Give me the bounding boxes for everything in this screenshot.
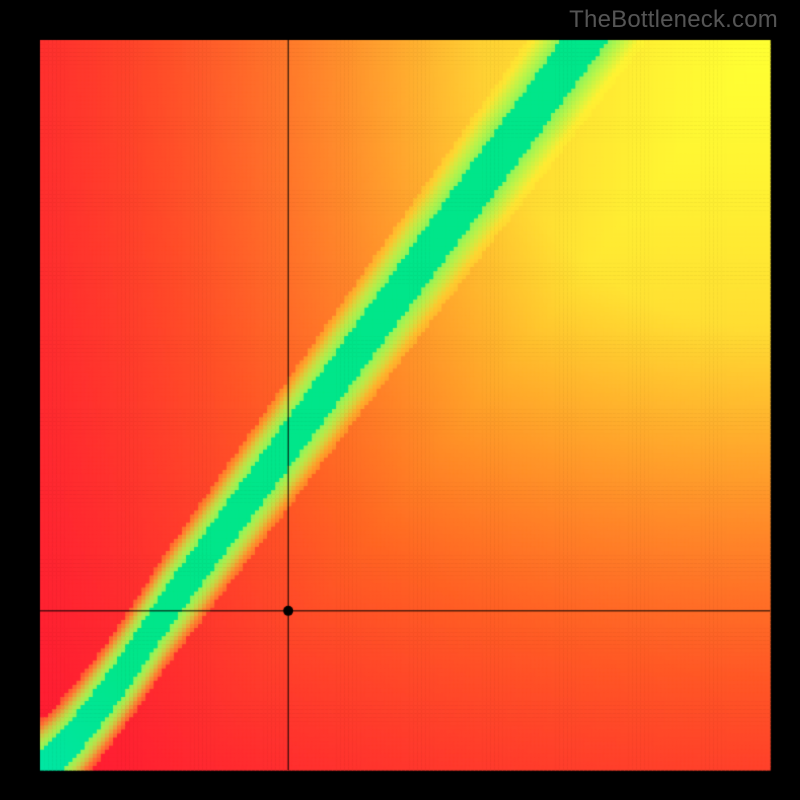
watermark-text: TheBottleneck.com: [569, 6, 778, 34]
chart-frame: TheBottleneck.com: [0, 0, 800, 800]
heatmap-canvas: [0, 0, 800, 800]
